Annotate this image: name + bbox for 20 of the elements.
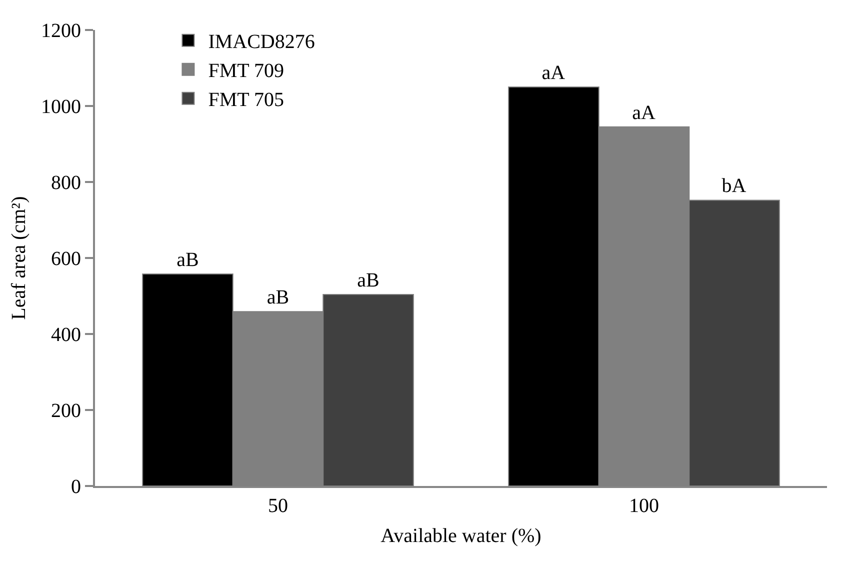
- data-label: bA: [722, 175, 747, 198]
- y-tick-label: 1200: [41, 20, 81, 42]
- y-tick-label: 1000: [41, 96, 81, 118]
- y-tick-label: 200: [51, 400, 81, 422]
- data-label: aB: [176, 248, 199, 271]
- data-label: aA: [542, 62, 566, 84]
- data-label: aB: [357, 269, 380, 292]
- x-tick-label: 100: [629, 495, 659, 517]
- data-label: aB: [266, 286, 290, 309]
- legend-label: FMT 705: [208, 89, 284, 112]
- y-tick-label: 0: [71, 476, 81, 498]
- y-axis-title: Leaf area (cm²): [8, 196, 30, 320]
- y-tick-label: 800: [51, 172, 81, 194]
- y-tick-label: 400: [51, 324, 81, 346]
- x-tick-label: 50: [268, 495, 288, 517]
- data-label: aA: [632, 102, 656, 124]
- x-axis-title: Available water (%): [380, 525, 542, 547]
- y-tick-label: 600: [51, 248, 81, 270]
- legend-label: IMACD8276: [208, 31, 315, 54]
- legend-label: FMT 709: [208, 60, 284, 82]
